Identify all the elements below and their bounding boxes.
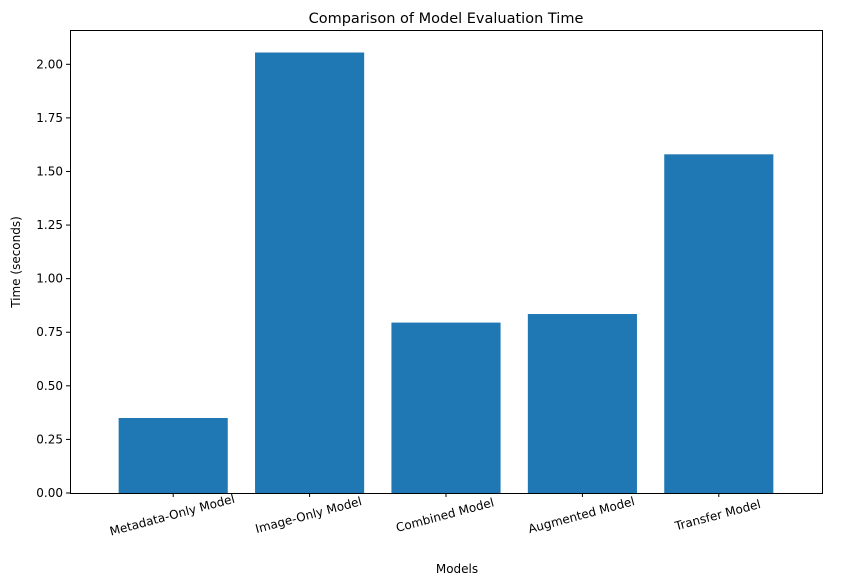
y-tick-label: 2.00 bbox=[36, 57, 63, 71]
bars-group bbox=[118, 52, 774, 493]
bar-combined-model bbox=[391, 322, 501, 493]
y-tick-label: 1.50 bbox=[36, 164, 63, 178]
bar-transfer-model bbox=[664, 154, 774, 493]
x-axis-label: Models bbox=[436, 562, 478, 576]
x-tick-label: Metadata-Only Model bbox=[108, 492, 236, 539]
y-tick-label: 0.25 bbox=[36, 432, 63, 446]
chart-title: Comparison of Model Evaluation Time bbox=[309, 11, 584, 27]
x-axis: Metadata-Only Model Image-Only Model Combi… bbox=[108, 492, 762, 539]
y-tick-label: 0.50 bbox=[36, 379, 63, 393]
bar-augmented-model bbox=[527, 314, 637, 493]
bar-image-only-model bbox=[255, 52, 365, 493]
x-tick-label: Transfer Model bbox=[672, 497, 762, 534]
y-tick-label: 0.00 bbox=[36, 486, 63, 500]
y-tick-label: 0.75 bbox=[36, 325, 63, 339]
x-tick-label: Combined Model bbox=[394, 495, 495, 535]
x-tick-label: Image-Only Model bbox=[254, 494, 363, 536]
y-tick-label: 1.25 bbox=[36, 218, 63, 232]
y-tick-label: 1.00 bbox=[36, 272, 63, 286]
y-axis: 0.00 0.25 0.50 0.75 1.00 1.25 1.50 1.75 2.00 bbox=[36, 57, 70, 500]
y-tick-label: 1.75 bbox=[36, 111, 63, 125]
bar-metadata-only-model bbox=[118, 417, 228, 493]
x-tick-label: Augmented Model bbox=[527, 494, 637, 536]
y-axis-label: Time (seconds) bbox=[9, 216, 23, 309]
